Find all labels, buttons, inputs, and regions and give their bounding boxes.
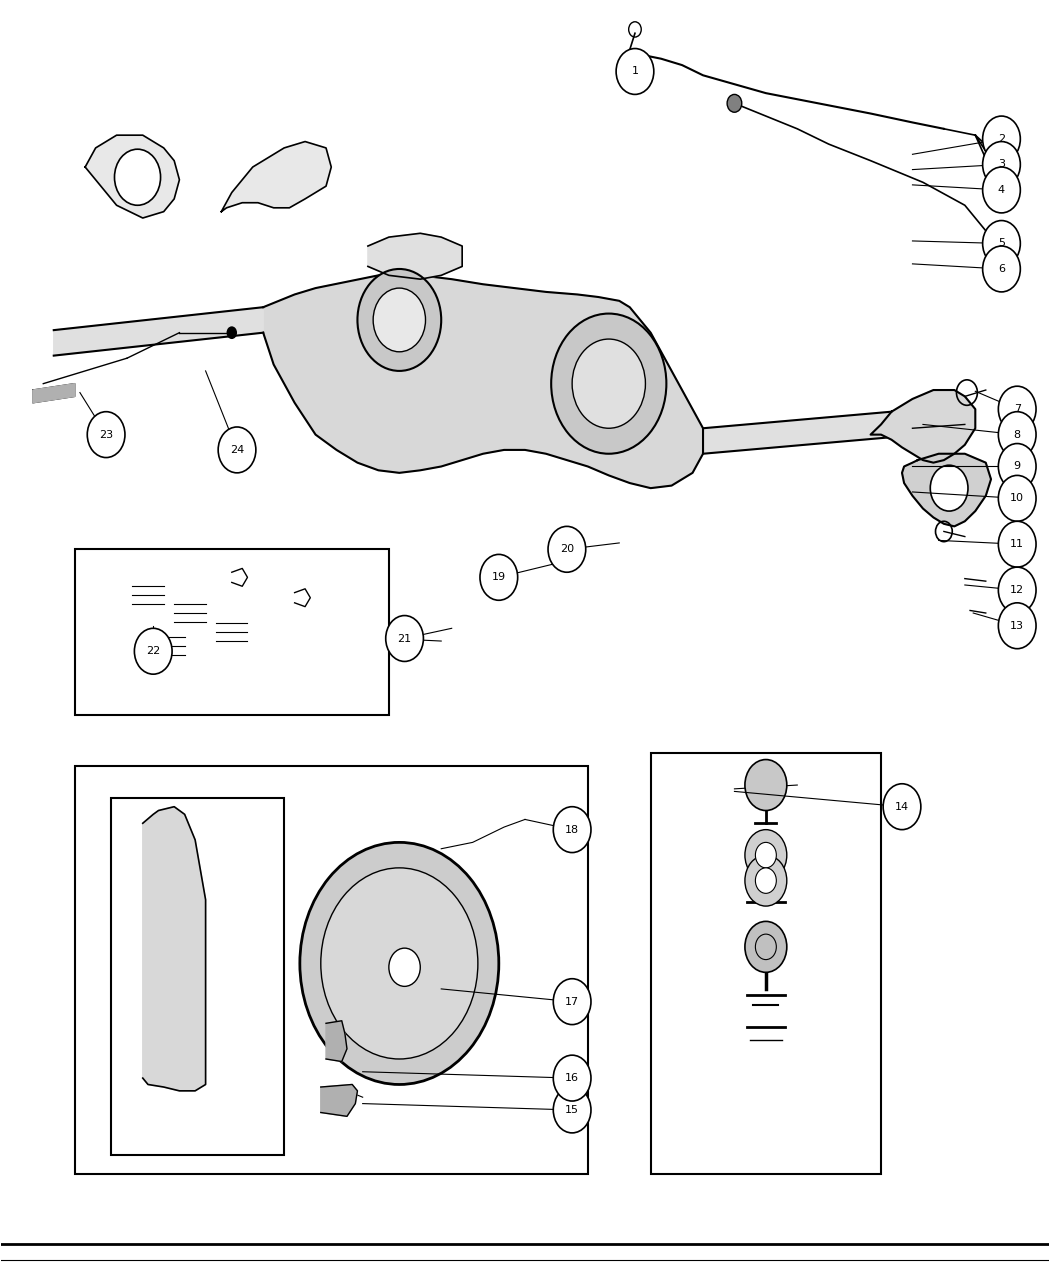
Polygon shape: [264, 276, 704, 488]
Circle shape: [385, 616, 423, 661]
Text: 18: 18: [565, 825, 580, 835]
Polygon shape: [54, 308, 264, 355]
Circle shape: [134, 628, 172, 674]
Text: 17: 17: [565, 996, 580, 1006]
Circle shape: [553, 1087, 591, 1133]
Text: 22: 22: [146, 646, 161, 656]
Text: 2: 2: [998, 134, 1005, 144]
Circle shape: [999, 521, 1036, 567]
Text: 10: 10: [1010, 493, 1024, 503]
Circle shape: [999, 475, 1036, 521]
Circle shape: [999, 443, 1036, 489]
Text: 9: 9: [1013, 461, 1021, 471]
Circle shape: [999, 386, 1036, 432]
Text: 4: 4: [998, 185, 1005, 195]
Text: 1: 1: [631, 66, 638, 77]
Circle shape: [983, 142, 1021, 188]
Text: 16: 16: [565, 1073, 580, 1083]
Circle shape: [983, 116, 1021, 162]
Text: 11: 11: [1010, 539, 1024, 549]
Text: 23: 23: [99, 429, 113, 439]
Circle shape: [87, 411, 125, 457]
Circle shape: [551, 314, 667, 453]
Circle shape: [883, 784, 921, 830]
Circle shape: [983, 246, 1021, 292]
Circle shape: [218, 427, 256, 472]
Text: 5: 5: [998, 239, 1005, 249]
Text: V: V: [163, 1006, 186, 1036]
Circle shape: [553, 978, 591, 1024]
Circle shape: [548, 526, 586, 572]
Circle shape: [755, 843, 776, 868]
Polygon shape: [902, 453, 991, 526]
Polygon shape: [870, 389, 975, 462]
Polygon shape: [704, 411, 891, 453]
Circle shape: [553, 1055, 591, 1101]
Text: 20: 20: [560, 544, 574, 554]
Circle shape: [930, 465, 968, 511]
Circle shape: [114, 149, 161, 206]
Circle shape: [999, 567, 1036, 613]
Polygon shape: [368, 234, 462, 280]
Circle shape: [227, 327, 237, 340]
Circle shape: [999, 411, 1036, 457]
Circle shape: [572, 340, 646, 428]
Circle shape: [553, 807, 591, 853]
Circle shape: [999, 603, 1036, 649]
Circle shape: [744, 922, 786, 972]
Text: 3: 3: [998, 160, 1005, 170]
Polygon shape: [327, 1020, 346, 1061]
Polygon shape: [85, 135, 180, 218]
Circle shape: [755, 868, 776, 894]
Text: 21: 21: [398, 633, 412, 644]
Text: 24: 24: [230, 444, 245, 455]
Circle shape: [744, 760, 786, 811]
Circle shape: [983, 221, 1021, 267]
Text: 8: 8: [1013, 429, 1021, 439]
Circle shape: [744, 830, 786, 881]
Polygon shape: [222, 142, 331, 212]
Circle shape: [983, 167, 1021, 213]
Circle shape: [300, 843, 499, 1084]
Circle shape: [727, 94, 741, 112]
Text: 15: 15: [565, 1105, 580, 1115]
Circle shape: [744, 856, 786, 907]
Circle shape: [480, 554, 518, 600]
Text: R: R: [163, 891, 186, 921]
Text: 19: 19: [491, 572, 506, 582]
Polygon shape: [143, 807, 206, 1091]
Circle shape: [321, 868, 478, 1059]
Text: 14: 14: [895, 802, 909, 812]
Text: 7: 7: [1013, 404, 1021, 414]
Circle shape: [357, 269, 441, 370]
Polygon shape: [33, 383, 75, 402]
Text: 13: 13: [1010, 621, 1024, 631]
Circle shape: [616, 49, 654, 94]
Circle shape: [373, 289, 425, 351]
Circle shape: [388, 948, 420, 986]
Text: 6: 6: [998, 264, 1005, 275]
Text: 12: 12: [1010, 585, 1024, 595]
Text: T: T: [164, 949, 185, 978]
Polygon shape: [321, 1084, 357, 1116]
